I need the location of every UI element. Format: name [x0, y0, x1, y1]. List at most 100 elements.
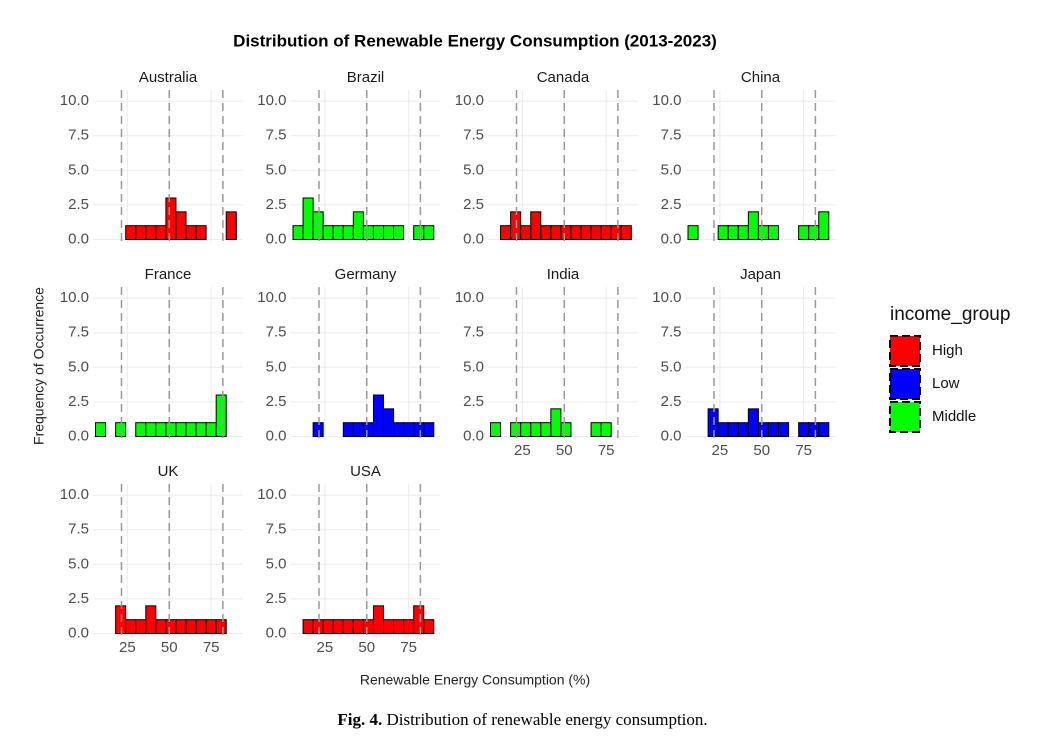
panel: olicy A (2015) estment Surge (2018) greeme…	[290, 481, 441, 637]
bar	[413, 605, 425, 635]
y-tick-label: 2.5	[463, 196, 484, 213]
y-axis-label: Frequency of Occurrence	[31, 287, 47, 445]
bar	[362, 225, 374, 241]
reference-label: greements (2021)	[609, 296, 625, 407]
y-tick-label: 0.0	[68, 625, 89, 642]
bar	[135, 619, 147, 635]
x-tick-label: 75	[203, 639, 220, 656]
x-tick-label: 25	[317, 639, 334, 656]
bar	[423, 225, 435, 241]
bar	[540, 225, 552, 241]
legend-key	[889, 401, 921, 433]
panel: olicy A (2015) estment Surge (2018) greeme…	[93, 90, 243, 243]
y-tick-label: 2.5	[266, 590, 287, 607]
y-tick-label: 0.0	[661, 231, 682, 248]
bar	[135, 225, 147, 241]
bar	[717, 225, 729, 241]
y-tick-label: 7.5	[661, 324, 682, 341]
bar	[125, 619, 137, 635]
y-tick-label: 5.0	[266, 161, 287, 178]
bar	[767, 225, 780, 241]
legend-label: Middle	[932, 408, 976, 425]
reference-label: estment Surge (2018)	[357, 481, 373, 616]
legend-label: Low	[932, 375, 960, 392]
bar	[500, 225, 512, 241]
bar	[205, 422, 217, 438]
bar	[372, 394, 385, 438]
bar	[590, 225, 602, 241]
bar	[737, 422, 749, 438]
x-tick-label: 75	[795, 442, 812, 459]
bar	[747, 211, 759, 241]
bar	[195, 619, 207, 635]
x-tick-label: 50	[753, 442, 770, 459]
bar	[520, 225, 532, 241]
y-tick-label: 10.0	[652, 289, 681, 306]
bar	[798, 225, 810, 241]
reference-label: olicy A (2015)	[112, 309, 128, 393]
reference-label: olicy A (2015)	[310, 309, 326, 393]
bar	[332, 619, 344, 635]
bar	[737, 225, 749, 241]
reference-label: olicy A (2015)	[310, 506, 326, 590]
y-tick-label: 7.5	[661, 127, 682, 144]
bar	[185, 225, 197, 241]
bar	[215, 619, 227, 635]
bar	[560, 422, 572, 438]
y-tick-label: 10.0	[60, 92, 89, 109]
reference-label: estment Surge (2018)	[160, 284, 176, 419]
y-tick-label: 10.0	[652, 92, 681, 109]
panel-title: UK	[158, 463, 179, 480]
x-tick-label: 25	[119, 639, 136, 656]
bar	[312, 619, 324, 635]
bar	[95, 422, 107, 438]
reference-label: estment Surge (2018)	[752, 87, 768, 222]
bar	[707, 408, 719, 438]
legend-title: income_group	[890, 304, 1010, 325]
y-tick-label: 2.5	[68, 590, 89, 607]
reference-label: greements (2021)	[411, 493, 427, 604]
bar	[727, 225, 739, 241]
reference-label: estment Surge (2018)	[555, 284, 571, 419]
caption-label: Fig. 4.	[337, 710, 383, 729]
panel: olicy A (2015) estment Surge (2018) greeme…	[290, 90, 441, 243]
reference-label: estment Surge (2018)	[555, 87, 571, 222]
y-tick-label: 0.0	[68, 231, 89, 248]
bar	[413, 225, 425, 241]
bar	[302, 619, 314, 635]
y-tick-label: 0.0	[68, 428, 89, 445]
bar	[312, 211, 324, 241]
y-tick-label: 10.0	[455, 92, 484, 109]
bar	[125, 225, 137, 241]
bar	[818, 422, 830, 438]
bar	[155, 422, 167, 438]
x-tick-label: 50	[358, 639, 375, 656]
bar	[342, 422, 354, 438]
reference-label: olicy A (2015)	[112, 506, 128, 590]
bar	[393, 225, 405, 241]
bar	[413, 422, 425, 438]
reference-label: olicy A (2015)	[507, 112, 523, 196]
y-tick-label: 7.5	[68, 324, 89, 341]
bar	[383, 225, 395, 241]
bar	[342, 619, 354, 635]
bar	[145, 225, 157, 241]
panel: olicy A (2015) estment Surge (2018) greeme…	[685, 87, 836, 243]
bar	[195, 422, 207, 438]
bar	[342, 225, 354, 241]
bar	[312, 422, 324, 438]
bar	[205, 619, 217, 635]
y-tick-label: 2.5	[266, 196, 287, 213]
bar	[580, 225, 592, 241]
reference-label: olicy A (2015)	[705, 309, 721, 393]
reference-label: greements (2021)	[609, 99, 625, 210]
y-tick-label: 10.0	[257, 486, 286, 503]
bar	[767, 422, 780, 438]
bar	[808, 422, 820, 438]
panel-title: Australia	[139, 69, 198, 86]
bar	[747, 408, 759, 438]
reference-label: estment Surge (2018)	[160, 481, 176, 616]
reference-label: estment Surge (2018)	[357, 284, 373, 419]
bar	[600, 225, 612, 241]
bar	[818, 211, 830, 241]
